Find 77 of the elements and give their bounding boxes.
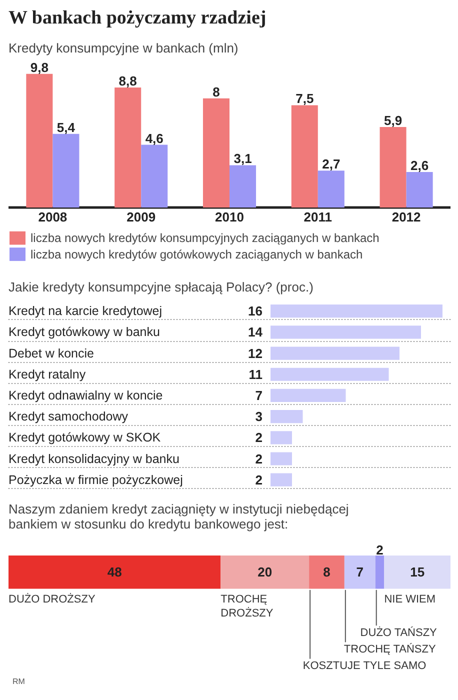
- data-label: 7: [356, 564, 364, 580]
- bar: [270, 452, 292, 466]
- data-label: 2,6: [410, 158, 429, 174]
- data-label: 11: [248, 366, 263, 382]
- data-label: 8: [212, 84, 220, 100]
- data-label: 3,1: [234, 151, 252, 166]
- series-label: DUŻO DROŻSZY: [8, 592, 96, 606]
- bar: [270, 368, 389, 381]
- text: DUŻO TAŃSZY: [360, 626, 438, 639]
- y-tick-label: Kredyt gotówkowy w banku: [8, 325, 160, 340]
- chart-subtitle: Kredyty konsumpcyjne w bankach (mln): [8, 40, 238, 56]
- bar: [344, 556, 376, 589]
- x-tick-label: 2008: [38, 209, 68, 224]
- data-label: 5,9: [384, 113, 402, 128]
- data-label: 7,5: [296, 91, 314, 106]
- data-label: 16: [248, 304, 263, 319]
- data-label: 2: [255, 430, 263, 446]
- series-label: TROCHĘ DROŻSZY: [220, 594, 274, 620]
- bar: [270, 410, 303, 424]
- x-tick-label: 2012: [392, 209, 421, 224]
- series-label: NIE WIEM: [384, 594, 436, 606]
- text: KOSZTUJE TYLE SAMO: [302, 660, 427, 672]
- text: Jakie kredyty konsumpcyjne spłacają Polacy? (proc.): [8, 280, 314, 294]
- legend-label: liczba nowych kredytów gotówkowych zaciąganych w bankach: [30, 247, 363, 262]
- y-tick-label: Kredyt odnawialny w koncie: [8, 388, 163, 402]
- y-tick-label: Kredyt konsolidacyjny w banku: [8, 452, 180, 466]
- text: RM: [12, 677, 26, 686]
- bar: [52, 134, 80, 208]
- bar: [220, 556, 310, 589]
- bar: [291, 105, 318, 208]
- bar: [270, 388, 346, 402]
- bar: [318, 170, 344, 208]
- bar: [202, 98, 230, 208]
- data-label: 2,7: [322, 156, 340, 172]
- x-tick-label: 2010: [215, 209, 244, 224]
- data-label: 8,8: [118, 74, 137, 88]
- chart-title: Naszym zdaniem kredyt zaciągnięty w instytucji niebędącej bankiem w stosunku do kredytu bankowego jest:: [8, 502, 349, 532]
- data-label: 14: [248, 324, 264, 340]
- bar: [8, 556, 221, 589]
- bar: [406, 172, 433, 208]
- y-tick-label: Pożyczka w firmie pożyczkowej: [8, 472, 183, 487]
- bar: [26, 74, 53, 208]
- bar: [230, 165, 256, 208]
- data-label: 48: [107, 564, 122, 580]
- bar: [114, 88, 142, 208]
- data-label: 5,4: [56, 120, 76, 135]
- chart-title: W bankach pożyczamy rzadziej: [8, 8, 266, 28]
- y-tick-label: Kredyt gotówkowy w SKOK: [8, 430, 162, 445]
- data-label: 8: [323, 564, 330, 580]
- bar: [380, 127, 406, 208]
- x-tick-label: 2009: [126, 209, 156, 224]
- data-label: 2: [255, 472, 263, 488]
- data-label: 4,6: [145, 130, 164, 146]
- x-tick-label: 2011: [304, 209, 332, 224]
- data-label: 15: [410, 564, 425, 580]
- data-label: 7: [255, 388, 263, 403]
- bar: [309, 556, 344, 589]
- bar: [375, 556, 384, 589]
- data-label: 12: [248, 346, 263, 361]
- data-label: 3: [255, 409, 263, 424]
- y-tick-label: Kredyt samochodowy: [8, 410, 129, 424]
- data-label: 20: [258, 564, 272, 580]
- y-tick-label: Kredyt ratalny: [8, 367, 86, 382]
- bar: [141, 144, 168, 208]
- bar: [270, 304, 442, 318]
- y-tick-label: Kredyt na karcie kredytowej: [8, 304, 162, 318]
- y-tick-label: Debet w koncie: [8, 346, 94, 360]
- data-label: 2: [255, 451, 263, 466]
- bar: [270, 346, 400, 360]
- bar: [384, 556, 450, 589]
- text: TROCHĘ TAŃSZY: [344, 642, 436, 656]
- bar: [270, 473, 292, 486]
- bar: [270, 326, 421, 339]
- data-label: 2: [376, 542, 384, 558]
- legend-label: liczba nowych kredytów konsumpcyjnych zaciąganych w bankach: [30, 231, 380, 246]
- bar: [270, 431, 292, 444]
- data-label: 9,8: [30, 60, 48, 75]
